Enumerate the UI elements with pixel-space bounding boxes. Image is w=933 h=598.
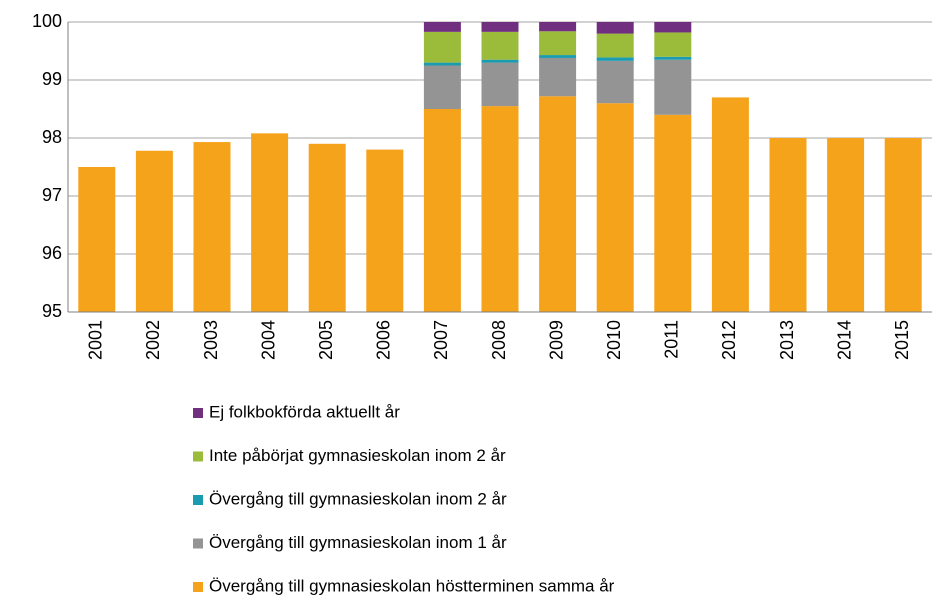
bar-segment (596, 33, 634, 58)
bar-segment (193, 142, 231, 312)
bar-segment (827, 138, 865, 312)
x-tick-label: 2007 (431, 320, 451, 360)
bar-segment (654, 114, 692, 312)
legend-label: Övergång till gymnasieskolan inom 2 år (209, 489, 507, 508)
legend-swatch (193, 538, 203, 549)
bar-segment (654, 32, 692, 57)
x-tick-label: 2001 (86, 320, 106, 360)
bar-segment (481, 59, 519, 63)
bar-segment (711, 97, 749, 313)
bar-segment (423, 65, 461, 109)
bar-segment (308, 143, 346, 312)
bar-segment (78, 167, 116, 312)
bar-segment (481, 62, 519, 107)
y-tick-label: 99 (42, 69, 62, 89)
x-tick-label: 2010 (604, 320, 624, 360)
y-tick-label: 97 (42, 185, 62, 205)
bar-segment (423, 62, 461, 66)
legend-swatch (193, 451, 203, 462)
x-tick-label: 2014 (834, 320, 854, 360)
bar-segment (423, 31, 461, 63)
legend-label: Ej folkbokförda aktuellt år (209, 402, 400, 421)
y-tick-label: 98 (42, 127, 62, 147)
bar-segment (596, 57, 634, 61)
bar-segment (539, 55, 577, 58)
legend-label: Övergång till gymnasieskolan hösttermine… (209, 576, 615, 595)
legend-label: Övergång till gymnasieskolan inom 1 år (209, 533, 507, 552)
bar-segment (539, 22, 577, 32)
bar-segment (654, 22, 692, 33)
bar-segment (423, 22, 461, 32)
bar-segment (884, 138, 922, 312)
x-tick-label: 2009 (546, 320, 566, 360)
x-tick-label: 2015 (892, 320, 912, 360)
bar-segment (539, 57, 577, 97)
bar-segment (423, 109, 461, 312)
bar-segment (596, 103, 634, 312)
y-tick-label: 95 (42, 301, 62, 321)
x-tick-label: 2006 (374, 320, 394, 360)
y-tick-label: 96 (42, 243, 62, 263)
bar-segment (366, 149, 404, 312)
bar-segment (135, 150, 173, 312)
legend-swatch (193, 495, 203, 505)
x-tick-label: 2008 (489, 320, 509, 360)
x-tick-label: 2002 (143, 320, 163, 360)
x-tick-label: 2012 (719, 320, 739, 360)
bar-segment (539, 96, 577, 313)
bar-segment (539, 31, 577, 56)
legend-swatch (193, 408, 203, 418)
bar-segment (481, 31, 519, 60)
bar-segment (481, 22, 519, 32)
bar-segment (481, 106, 519, 312)
x-tick-label: 2011 (662, 320, 682, 359)
x-tick-label: 2003 (201, 320, 221, 360)
legend-swatch (193, 582, 203, 592)
legend-label: Inte påbörjat gymnasieskolan inom 2 år (209, 446, 506, 465)
bar-segment (654, 56, 692, 60)
y-tick-label: 100 (32, 11, 62, 31)
x-tick-label: 2005 (316, 320, 336, 360)
bar-segment (596, 60, 634, 104)
bar-segment (769, 138, 807, 312)
x-tick-label: 2004 (258, 320, 278, 360)
bar-segment (251, 133, 289, 312)
bar-segment (654, 59, 692, 115)
bar-segment (596, 22, 634, 34)
x-tick-label: 2013 (777, 320, 797, 360)
